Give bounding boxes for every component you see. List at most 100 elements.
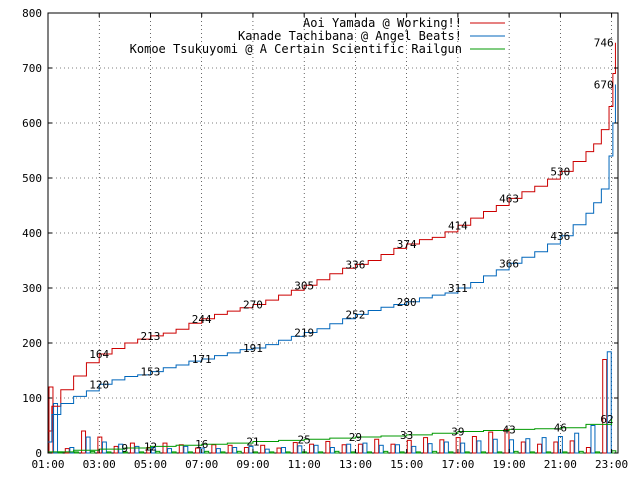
point-label: 171 [192, 353, 212, 366]
series-lines [48, 42, 616, 453]
hourly-bar [448, 451, 454, 454]
x-tick-label: 19:00 [493, 458, 526, 471]
legend-label: Komoe Tsukuyomi @ A Certain Scientific R… [130, 42, 462, 56]
y-tick-label: 600 [22, 117, 42, 130]
point-label: 39 [451, 426, 464, 439]
point-label: 244 [192, 313, 212, 326]
point-label: 153 [141, 366, 161, 379]
hourly-bar [537, 443, 543, 454]
y-tick-label: 700 [22, 62, 42, 75]
hourly-bar [211, 444, 217, 454]
hourly-bar [204, 450, 210, 454]
point-label: 120 [89, 378, 109, 391]
x-tick-label: 07:00 [185, 458, 218, 471]
hourly-bar [81, 430, 87, 454]
hourly-bar [215, 448, 221, 454]
hourly-bar [395, 444, 401, 454]
point-label: 62 [600, 413, 613, 426]
hourly-bar [367, 451, 373, 454]
hourly-bar [236, 450, 242, 454]
point-label: 16 [195, 438, 208, 451]
y-axis: 0 100 200 300 400 500 600 700 800 [22, 7, 618, 460]
hourly-bar [471, 436, 477, 454]
hourly-bar [553, 441, 559, 454]
hourly-bar [497, 451, 503, 454]
hourly-bar [318, 451, 324, 454]
y-tick-label: 100 [22, 392, 42, 405]
hourly-bar [569, 440, 575, 454]
point-label: 436 [550, 230, 570, 243]
legend: Aoi Yamada @ Working!!Kanade Tachibana @… [130, 16, 505, 56]
hourly-bar [220, 451, 226, 454]
hourly-bar [101, 441, 107, 454]
hourly-bar [439, 439, 445, 454]
grid [48, 13, 618, 453]
point-label: 746 [594, 37, 614, 50]
hourly-bar [150, 447, 156, 454]
hourly-bar [541, 437, 547, 454]
point-label: 530 [550, 165, 570, 178]
hourly-bar [118, 443, 124, 454]
hourly-bar [178, 444, 184, 454]
y-tick-label: 800 [22, 7, 42, 20]
point-label: 12 [144, 440, 157, 453]
hourly-bar [411, 445, 417, 454]
hourly-bar [64, 448, 70, 454]
x-tick-label: 15:00 [390, 458, 423, 471]
hourly-bar [546, 451, 552, 454]
x-tick-label: 13:00 [339, 458, 372, 471]
point-label: 191 [243, 342, 263, 355]
x-tick-label: 21:00 [544, 458, 577, 471]
point-label: 305 [294, 279, 314, 292]
hourly-bar [464, 451, 470, 454]
hourly-bar [325, 440, 331, 454]
hourly-bar [183, 445, 189, 454]
hourly-bar [362, 442, 368, 454]
hourly-bar [481, 451, 487, 454]
hourly-bar [85, 436, 91, 454]
hourly-bar [520, 441, 526, 454]
y-tick-label: 300 [22, 282, 42, 295]
point-label: 33 [400, 429, 413, 442]
hourly-bar [285, 451, 291, 454]
x-tick-label: 03:00 [83, 458, 116, 471]
hourly-bars [48, 351, 617, 454]
hourly-bar [492, 438, 498, 454]
point-label: 463 [499, 192, 519, 205]
point-label: 311 [448, 282, 468, 295]
hourly-bar [187, 451, 193, 454]
hourly-bar [122, 451, 128, 454]
point-label: 252 [345, 308, 365, 321]
hourly-bar [378, 444, 384, 454]
hourly-bar [341, 444, 347, 454]
hourly-bar [476, 440, 482, 454]
y-tick-label: 500 [22, 172, 42, 185]
hourly-bar [329, 447, 335, 454]
hourly-bar [162, 442, 168, 454]
hourly-bar [525, 438, 531, 454]
legend-label: Aoi Yamada @ Working!! [303, 16, 462, 30]
hourly-bar [504, 428, 510, 454]
hourly-bar [415, 451, 421, 454]
hourly-bar [106, 451, 112, 454]
hourly-bar [578, 450, 584, 454]
series-line-0 [48, 42, 616, 432]
point-label: 9 [122, 442, 129, 455]
point-label: 29 [349, 431, 362, 444]
hourly-bar [513, 450, 519, 454]
hourly-bar [313, 444, 319, 454]
hourly-bar [53, 403, 59, 454]
hourly-bar [269, 451, 275, 454]
hourly-bar [97, 436, 103, 454]
hourly-bar [113, 445, 119, 454]
hourly-bar [227, 444, 233, 454]
hourly-bar [90, 450, 96, 454]
hourly-bar [195, 447, 201, 454]
hourly-bar [432, 450, 438, 454]
hourly-bar [243, 447, 249, 454]
x-tick-label: 09:00 [236, 458, 269, 471]
hourly-bar [134, 445, 140, 454]
hourly-bar [357, 443, 363, 454]
point-label: 270 [243, 299, 263, 312]
